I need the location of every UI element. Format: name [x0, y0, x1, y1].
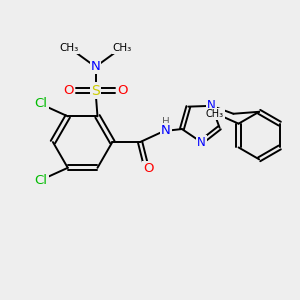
Text: Cl: Cl	[34, 174, 47, 187]
Text: N: N	[161, 124, 171, 137]
Text: N: N	[197, 136, 206, 148]
Text: O: O	[64, 84, 74, 97]
Text: CH₃: CH₃	[206, 109, 224, 119]
Text: H: H	[162, 117, 170, 127]
Text: O: O	[117, 84, 128, 97]
Text: CH₃: CH₃	[112, 43, 132, 53]
Text: S: S	[91, 84, 100, 98]
Text: CH₃: CH₃	[59, 43, 78, 53]
Text: N: N	[91, 60, 100, 73]
Text: Cl: Cl	[34, 97, 47, 110]
Text: N: N	[207, 99, 216, 112]
Text: O: O	[143, 162, 153, 175]
